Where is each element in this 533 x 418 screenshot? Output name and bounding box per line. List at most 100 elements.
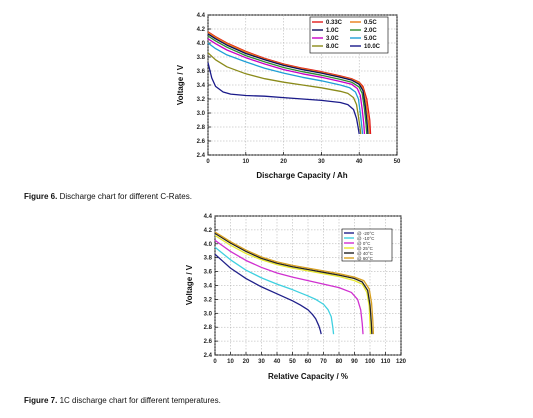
legend-label: 0.33C <box>326 20 343 26</box>
legend-label: @ 60°C <box>357 256 374 261</box>
series-line-25C <box>214 234 372 335</box>
legend-label: 0.5C <box>364 20 377 26</box>
figure-7-caption: Figure 7. 1C discharge chart for differe… <box>24 396 221 405</box>
series-line-8_0C <box>207 52 362 135</box>
y-tick-label: 4.4 <box>204 214 213 220</box>
x-tick-label: 40 <box>274 359 281 365</box>
x-tick-label: 20 <box>280 159 287 165</box>
legend-entry: 5.0C <box>350 36 377 42</box>
c-rate-legend-box <box>309 16 389 54</box>
series-line-1_0C <box>207 33 369 135</box>
legend-entry: 2.0C <box>350 28 377 34</box>
temperature-tick-labels: 0 10 20 30 40 50 60 70 80 90 100 110 120 2.4 2.6 2.8 3.0… <box>204 214 407 365</box>
legend-entry: 0.33C <box>312 20 343 26</box>
temperature-x-axis-label: Relative Capacity / % <box>268 372 348 381</box>
y-tick-label: 3.2 <box>197 97 206 103</box>
x-tick-label: 30 <box>318 159 325 165</box>
legend-entry: @ -20°C <box>344 231 375 236</box>
legend-label: 5.0C <box>364 36 377 42</box>
temperature-grid <box>214 215 402 356</box>
legend-label: 10.0C <box>364 44 381 50</box>
c-rate-chart: 0 10 20 30 40 50 2.4 2.6 2.8 3.0 3.2 3.4 3.6 3.8 4.0 4.… <box>176 13 401 180</box>
y-tick-label: 3.8 <box>204 256 213 262</box>
y-tick-label: 3.0 <box>204 311 213 317</box>
x-tick-label: 10 <box>227 359 234 365</box>
y-tick-label: 2.8 <box>204 325 213 331</box>
x-tick-label: 0 <box>206 159 210 165</box>
series-line-40C <box>214 232 373 335</box>
x-tick-label: 40 <box>356 159 363 165</box>
legend-label: @ -10°C <box>357 236 375 241</box>
x-tick-label: 50 <box>289 359 296 365</box>
legend-entry: 8.0C <box>312 44 339 50</box>
x-tick-label: 120 <box>396 359 407 365</box>
x-tick-label: 90 <box>351 359 358 365</box>
y-tick-label: 3.4 <box>204 284 213 290</box>
y-tick-label: 3.4 <box>197 83 206 89</box>
figure-7-text: 1C discharge chart for different tempera… <box>59 396 221 405</box>
series-line-3_0C <box>207 38 366 135</box>
x-tick-label: 110 <box>381 359 391 365</box>
y-tick-label: 3.2 <box>204 297 213 303</box>
legend-label: 1.0C <box>326 28 339 34</box>
x-tick-label: 30 <box>258 359 265 365</box>
temperature-legend: @ -20°C@ -10°C@ 0°C@ 25°C@ 40°C@ 60°C <box>341 228 393 262</box>
y-tick-label: 4.2 <box>197 27 206 33</box>
y-tick-label: 2.8 <box>197 125 206 131</box>
legend-entry: 0.5C <box>350 20 377 26</box>
legend-entry: @ 60°C <box>344 256 374 261</box>
y-tick-label: 4.0 <box>204 242 213 248</box>
figure-6-caption: Figure 6. Discharge chart for different … <box>24 192 192 201</box>
legend-entry: @ 25°C <box>344 246 374 251</box>
x-tick-label: 100 <box>365 359 376 365</box>
c-rate-tick-labels: 0 10 20 30 40 50 2.4 2.6 2.8 3.0 3.2 3.4 3.6 3.8 4.0 4.… <box>197 13 401 165</box>
y-tick-label: 2.6 <box>197 139 206 145</box>
x-tick-label: 20 <box>243 359 250 365</box>
x-tick-label: 70 <box>320 359 327 365</box>
y-tick-label: 3.8 <box>197 55 206 61</box>
c-rate-legend: 0.33C 0.5C 1.0C 2.0C 3.0C 5.0C 8.0C 10.0C <box>309 16 389 54</box>
y-tick-label: 2.6 <box>204 339 213 345</box>
temperature-y-axis-label: Voltage / V <box>185 264 194 305</box>
y-tick-label: 2.4 <box>204 353 213 359</box>
legend-entry: @ -10°C <box>344 236 375 241</box>
legend-label: @ 40°C <box>357 251 374 256</box>
x-tick-label: 80 <box>336 359 343 365</box>
c-rate-y-axis-label: Voltage / V <box>176 64 185 105</box>
y-tick-label: 4.4 <box>197 13 206 19</box>
series-line-0_5C <box>207 31 371 135</box>
figure-6-text: Discharge chart for different C-Rates. <box>59 192 192 201</box>
x-tick-label: 60 <box>305 359 312 365</box>
legend-entry: 10.0C <box>350 44 381 50</box>
y-tick-label: 3.6 <box>204 270 213 276</box>
c-rate-x-axis-label: Discharge Capacity / Ah <box>256 171 347 180</box>
legend-label: 3.0C <box>326 36 339 42</box>
figure-7-number: Figure 7. <box>24 396 58 405</box>
legend-label: @ 25°C <box>357 246 374 251</box>
legend-entry: @ 40°C <box>344 251 374 256</box>
legend-label: @ -20°C <box>357 231 375 236</box>
series-line-10C <box>214 246 335 335</box>
x-tick-label: 0 <box>213 359 217 365</box>
legend-entry: 3.0C <box>312 36 339 42</box>
y-tick-label: 3.0 <box>197 111 206 117</box>
temperature-series-lines <box>214 231 375 335</box>
series-line-60C <box>214 231 375 335</box>
temperature-legend-box <box>341 228 393 262</box>
temperature-chart: 0 10 20 30 40 50 60 70 80 90 100 110 120 2.4 2.6 2.8 3.0… <box>185 214 407 381</box>
x-tick-label: 50 <box>394 159 401 165</box>
x-tick-label: 10 <box>242 159 249 165</box>
legend-label: 8.0C <box>326 44 339 50</box>
c-rate-series-lines <box>207 31 372 135</box>
y-tick-label: 4.0 <box>197 41 206 47</box>
series-line-5_0C <box>207 42 364 135</box>
legend-label: 2.0C <box>364 28 377 34</box>
y-tick-label: 2.4 <box>197 153 206 159</box>
series-line-0C <box>214 239 364 335</box>
y-tick-label: 4.2 <box>204 228 213 234</box>
series-line-10_0C <box>207 62 360 135</box>
y-tick-label: 3.6 <box>197 69 206 75</box>
series-line-20C <box>214 253 322 335</box>
series-line-2_0C <box>207 35 368 135</box>
